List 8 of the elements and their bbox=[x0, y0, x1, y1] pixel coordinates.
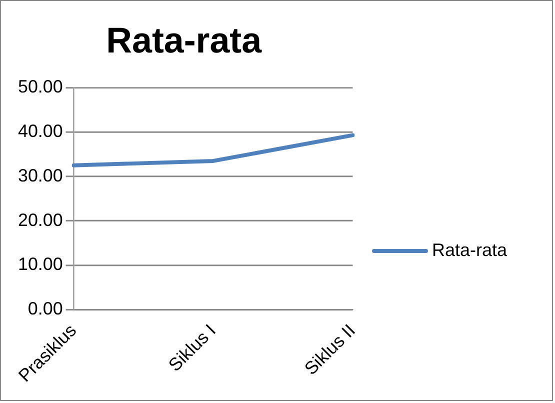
legend-label: Rata-rata bbox=[432, 240, 508, 261]
chart-title: Rata-rata bbox=[106, 20, 263, 60]
y-tick-label: 30.00 bbox=[18, 165, 63, 186]
y-tick-label: 40.00 bbox=[18, 121, 63, 142]
y-tick-label: 0.00 bbox=[28, 298, 63, 318]
y-tick-label: 20.00 bbox=[18, 210, 63, 230]
y-tick-label: 50.00 bbox=[18, 76, 63, 97]
y-tick-label: 10.00 bbox=[18, 254, 63, 274]
